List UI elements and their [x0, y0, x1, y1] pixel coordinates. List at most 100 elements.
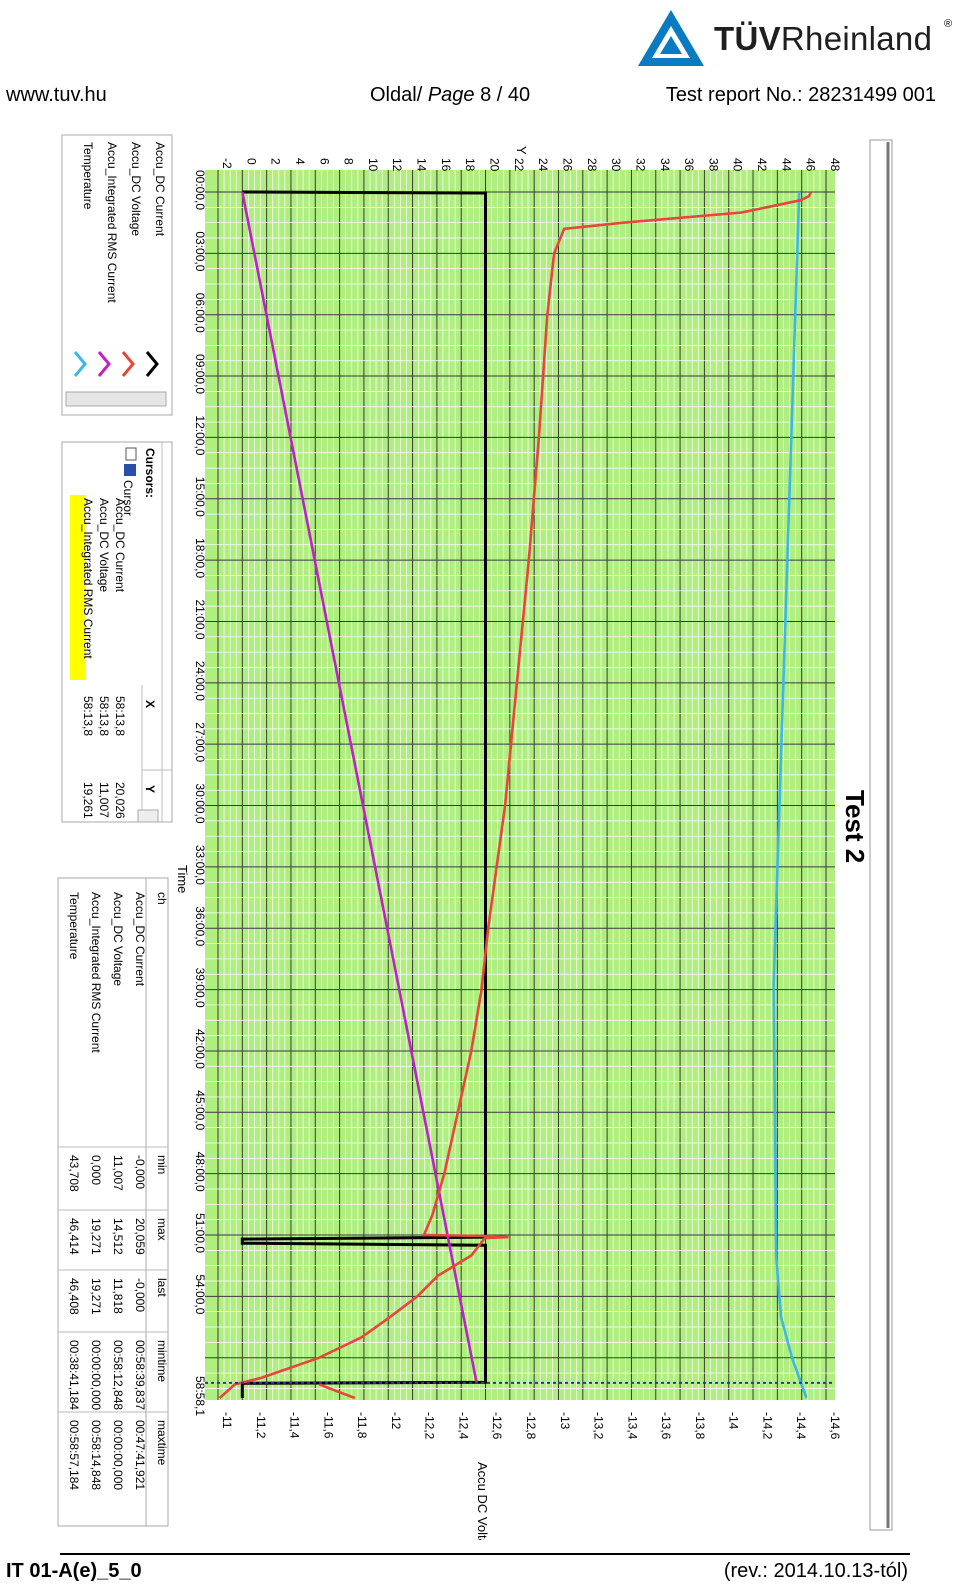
y-tick-label: 8	[342, 158, 356, 165]
stats-channel-name: Accu_Integrated RMS Current	[89, 892, 103, 1053]
x-tick-label: 06:00,0	[193, 293, 207, 333]
x-tick-label: 27:00,0	[193, 722, 207, 762]
y-tick-label: 2	[269, 158, 283, 165]
plot-area	[205, 170, 835, 1400]
header-page: Oldal/ Page 8 / 40	[370, 84, 531, 106]
x-tick-label: 21:00,0	[193, 599, 207, 639]
x-tick-label: 39:00,0	[193, 968, 207, 1008]
y-tick-label: 40	[731, 158, 745, 172]
y2-tick-label: -14,4	[794, 1412, 808, 1440]
stats-header-ch: ch	[155, 892, 169, 905]
y-tick-label: 18	[463, 158, 477, 172]
y2-tick-label: -13	[558, 1412, 572, 1430]
y2-tick-label: -11,8	[355, 1412, 369, 1439]
y2-tick-label: -13,6	[659, 1412, 673, 1440]
x-tick-label: 48:00,0	[193, 1152, 207, 1192]
stats-cell: 00:00:00,000	[89, 1340, 103, 1410]
stats-cell: 00:58:39,837	[133, 1340, 147, 1410]
y2-tick-label: -12,4	[456, 1412, 470, 1440]
stats-cell: 11,007	[111, 1155, 125, 1191]
cursor-row-y: 11,007	[97, 782, 111, 818]
x-tick-label: 42:00,0	[193, 1029, 207, 1069]
y-axis-label: Y	[514, 146, 529, 155]
cursors-header-y: Y	[143, 785, 157, 793]
stats-cell: -0,000	[133, 1278, 147, 1312]
y2-tick-label: -13,8	[693, 1412, 707, 1440]
x-tick-label: 09:00,0	[193, 354, 207, 394]
x-axis-label: Time	[175, 865, 190, 893]
stats-channel-name: Temperature	[67, 892, 81, 960]
stats-channel-name: Accu_DC Current	[133, 892, 147, 987]
rotated-chart-screenshot: Test 2 00:00,0 03:00,0 06:00,0 09:00,0 12:00…	[57, 134, 893, 1540]
cursor-row-y: 19,261	[81, 782, 95, 819]
stats-header-mintime: mintime	[155, 1340, 169, 1382]
stats-cell: -0,000	[133, 1155, 147, 1189]
y2-tick-label: -11,4	[288, 1412, 302, 1439]
cursor-row-name: Accu_Integrated RMS Current	[81, 498, 95, 659]
stats-cell: 19,271	[89, 1218, 103, 1255]
cursors-scrollbar[interactable]	[137, 809, 159, 823]
stats-cell: 00:00:00,000	[111, 1420, 125, 1490]
y-tick-label: 22	[512, 158, 526, 172]
x-tick-label: 24:00,0	[193, 661, 207, 701]
y2-tick-label: -14	[727, 1412, 741, 1430]
legend-panel: Accu_DC Current Accu_DC Voltage Accu_Integ…	[61, 134, 173, 416]
y2-tick-label: -12,6	[490, 1412, 504, 1440]
y-tick-label: 48	[828, 158, 842, 172]
stats-header-last: last	[155, 1278, 169, 1297]
y-tick-label: 30	[609, 158, 623, 172]
logo-text: TÜVRheinland	[714, 20, 933, 57]
legend-label: Accu_DC Voltage	[129, 142, 143, 236]
y2-tick-label: -11,2	[254, 1412, 268, 1439]
cursor-label: Cursor	[121, 480, 135, 516]
stats-cell: 20,059	[133, 1218, 147, 1255]
y-tick-label: 16	[439, 158, 453, 172]
x-tick-label: 18:00,0	[193, 538, 207, 578]
stats-cell: 14,512	[111, 1218, 125, 1255]
y2-axis-ticks: -11 -11,2 -11,4 -11,6 -11,8 -12 -12,2 -12,4 -12,…	[220, 1412, 842, 1440]
stats-cell: 00:38:41,184	[67, 1340, 81, 1410]
x-tick-label: 15:00,0	[193, 477, 207, 517]
cursors-title: Cursors:	[143, 448, 157, 498]
y-tick-label: 14	[415, 158, 429, 172]
series-accu-integrated-rms-current	[241, 191, 478, 1383]
stats-cell: 19,271	[89, 1278, 103, 1315]
x-tick-label: 33:00,0	[193, 845, 207, 885]
stats-header-maxtime: maxtime	[155, 1420, 169, 1466]
stats-cell: 00:58:57,184	[67, 1420, 81, 1490]
x-tick-label: 12:00,0	[193, 415, 207, 455]
plot-grid	[205, 170, 835, 1400]
cursor-row-name: Accu_DC Current	[113, 498, 127, 593]
x-tick-label: 30:00,0	[193, 784, 207, 824]
legend-swatch-icon	[145, 351, 159, 377]
y-tick-label: 28	[585, 158, 599, 172]
y-tick-label: 20	[488, 158, 502, 172]
x-tick-label: 54:00,0	[193, 1274, 207, 1314]
y-tick-label: 34	[658, 158, 672, 172]
y-tick-label: 4	[293, 158, 307, 165]
legend-label: Accu_Integrated RMS Current	[105, 142, 119, 303]
stats-cell: 0,000	[89, 1155, 103, 1185]
legend-label: Temperature	[81, 142, 95, 210]
header-url: www.tuv.hu	[6, 84, 107, 106]
tuv-triangle-icon	[638, 10, 704, 66]
x-tick-label: 45:00,0	[193, 1090, 207, 1130]
cursor-expand-icon[interactable]	[125, 447, 137, 461]
y2-tick-label: -13,2	[592, 1412, 606, 1440]
cursor-row-highlight	[70, 495, 86, 680]
y2-tick-label: -14,6	[828, 1412, 842, 1440]
y2-tick-label: -12,2	[423, 1412, 437, 1440]
footer-rule	[60, 1553, 910, 1555]
legend-swatch-icon	[97, 351, 111, 377]
y-tick-label: 6	[317, 158, 331, 165]
plot-series	[205, 190, 835, 1400]
y2-tick-label: -11,6	[321, 1412, 335, 1439]
y2-axis-label: Accu DC Voltage	[475, 1462, 490, 1540]
x-axis-ticks: 00:00,0 03:00,0 06:00,0 09:00,0 12:00,0 15:00…	[193, 170, 207, 1416]
x-tick-label: 03:00,0	[193, 231, 207, 271]
cursor-row-name: Accu_DC Voltage	[97, 498, 111, 592]
y-tick-label: 38	[706, 158, 720, 172]
x-tick-label: 58:58,1	[193, 1376, 207, 1416]
legend-scrollbar[interactable]	[65, 391, 167, 407]
stats-cell: 00:58:14,848	[89, 1420, 103, 1490]
